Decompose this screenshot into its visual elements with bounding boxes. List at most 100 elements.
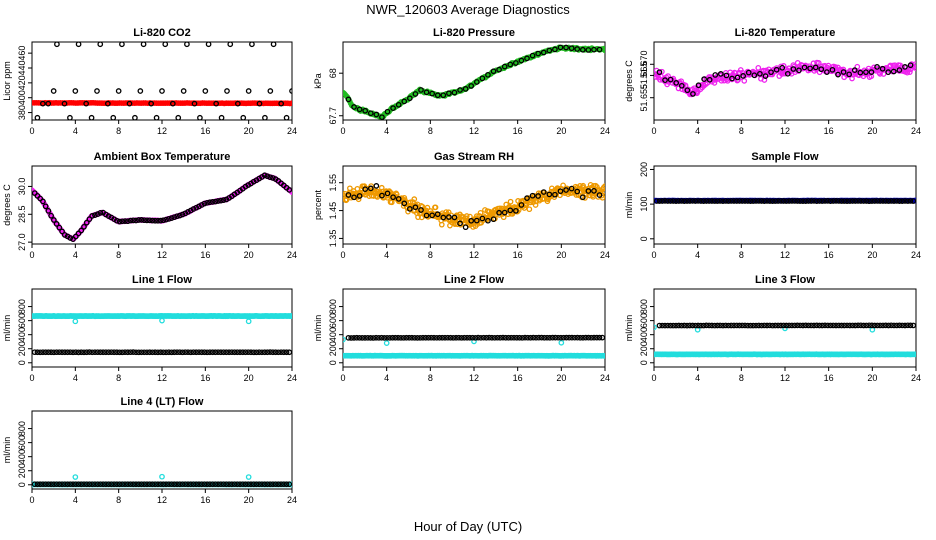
data-point xyxy=(827,322,834,329)
series-0 xyxy=(654,351,916,358)
data-point xyxy=(392,334,399,341)
data-point xyxy=(722,322,729,329)
data-point xyxy=(135,349,142,356)
data-point xyxy=(659,322,666,329)
data-point xyxy=(780,322,787,329)
data-point xyxy=(675,198,682,204)
data-point xyxy=(775,198,781,204)
data-point xyxy=(505,334,512,341)
y-tick-label: 200 xyxy=(17,463,27,478)
y-tick-label: 400 xyxy=(17,449,27,464)
data-point xyxy=(794,322,801,329)
x-tick-label: 12 xyxy=(780,373,790,383)
plot-area xyxy=(32,42,292,120)
data-point xyxy=(757,70,763,77)
data-point xyxy=(261,481,268,488)
data-point xyxy=(468,217,475,224)
y-tick-label: 200 xyxy=(639,341,649,356)
data-point xyxy=(345,192,352,198)
data-point xyxy=(175,114,182,120)
data-point xyxy=(97,349,104,356)
data-point xyxy=(86,481,93,488)
data-point xyxy=(215,198,221,204)
data-point xyxy=(786,322,792,329)
data-point xyxy=(891,322,897,329)
data-point xyxy=(45,349,52,356)
y-tick-label: 400 xyxy=(17,90,27,105)
data-point xyxy=(174,481,180,488)
data-point xyxy=(94,349,101,356)
x-tick-label: 20 xyxy=(244,373,254,383)
data-point xyxy=(711,80,718,86)
data-point xyxy=(152,217,159,224)
data-point xyxy=(163,481,169,488)
data-point xyxy=(833,198,839,204)
data-point xyxy=(116,349,123,356)
data-point xyxy=(196,481,202,488)
data-point xyxy=(549,334,556,341)
data-point xyxy=(37,349,44,356)
data-point xyxy=(187,349,194,356)
data-point xyxy=(270,349,276,356)
data-point xyxy=(375,334,382,341)
data-point xyxy=(133,217,139,224)
data-point xyxy=(135,481,142,488)
y-tick-label: 51.655 xyxy=(639,84,649,112)
data-point xyxy=(270,42,277,48)
data-point xyxy=(516,334,523,341)
data-point xyxy=(731,322,737,329)
data-point xyxy=(42,203,49,210)
data-point xyxy=(783,198,790,204)
data-point xyxy=(656,322,663,329)
data-point xyxy=(819,198,826,204)
data-point xyxy=(53,349,60,356)
panel-title: Line 4 (LT) Flow xyxy=(121,396,204,408)
data-point xyxy=(278,349,284,356)
data-point xyxy=(904,322,911,329)
y-tick-label: 600 xyxy=(328,313,338,328)
data-point xyxy=(891,198,897,204)
x-tick-label: 16 xyxy=(513,373,523,383)
data-point xyxy=(462,86,469,92)
data-point xyxy=(155,349,161,356)
x-tick-label: 24 xyxy=(600,373,610,383)
data-point xyxy=(489,334,495,341)
data-point xyxy=(37,481,44,488)
data-point xyxy=(783,322,790,329)
y-tick-label: 400 xyxy=(639,327,649,342)
data-point xyxy=(45,100,52,107)
data-point xyxy=(830,198,837,204)
data-point xyxy=(133,349,139,356)
data-point xyxy=(438,221,445,228)
data-point xyxy=(401,98,408,105)
data-point xyxy=(507,61,514,68)
data-point xyxy=(218,114,225,120)
panel-title: Line 1 Flow xyxy=(132,274,192,286)
y-tick-label: 800 xyxy=(17,421,27,436)
data-point xyxy=(494,334,501,341)
data-point xyxy=(741,78,748,84)
data-point xyxy=(432,204,439,211)
data-point xyxy=(885,69,892,76)
data-point xyxy=(72,88,79,94)
data-point xyxy=(700,198,707,204)
y-tick-label: 600 xyxy=(17,435,27,450)
data-point xyxy=(684,322,690,329)
data-point xyxy=(558,334,564,341)
data-point xyxy=(750,322,757,329)
data-point xyxy=(569,334,575,341)
data-point xyxy=(585,334,592,341)
x-tick-label: 20 xyxy=(867,250,877,260)
data-point xyxy=(39,100,46,107)
data-point xyxy=(490,216,497,223)
data-point xyxy=(176,481,183,488)
data-point xyxy=(418,207,424,213)
data-point xyxy=(174,349,180,356)
data-point xyxy=(190,349,197,356)
data-point xyxy=(40,198,46,205)
y-tick-label: 51.665 xyxy=(639,62,649,90)
data-point xyxy=(440,92,447,99)
data-point xyxy=(829,66,836,73)
data-point xyxy=(507,207,514,214)
plot-frame xyxy=(31,165,293,245)
